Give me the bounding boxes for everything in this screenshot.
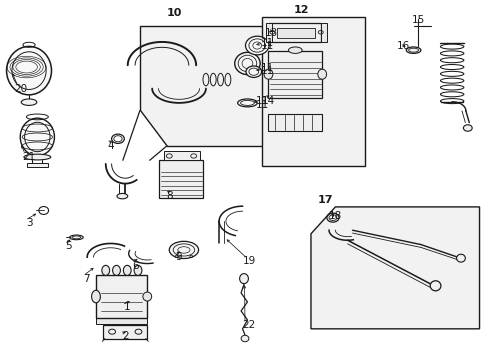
Text: 11: 11 [255,100,269,110]
Bar [96,275,147,318]
Ellipse shape [21,99,37,105]
Bar [270,23,321,42]
Ellipse shape [134,265,142,275]
Ellipse shape [6,46,51,95]
Bar [262,17,365,166]
Text: 12: 12 [294,5,309,15]
Text: 18: 18 [329,211,342,221]
Bar [164,151,199,160]
Text: 11: 11 [260,41,273,50]
Ellipse shape [143,292,152,301]
Text: 6: 6 [132,261,138,271]
Ellipse shape [240,274,248,284]
Text: 2: 2 [122,331,128,341]
Bar [26,163,48,167]
Text: 22: 22 [242,320,255,330]
Ellipse shape [289,47,302,53]
Text: 5: 5 [65,241,72,251]
Ellipse shape [102,265,110,275]
Text: 8: 8 [166,191,172,201]
Ellipse shape [24,154,51,160]
Ellipse shape [169,241,198,258]
Bar [277,28,315,39]
Ellipse shape [123,265,131,275]
Text: 11: 11 [260,38,273,48]
Polygon shape [311,207,480,329]
Text: 7: 7 [83,274,90,284]
Ellipse shape [430,281,441,291]
Text: 11: 11 [260,66,273,76]
Bar [266,23,272,42]
Text: 17: 17 [318,195,333,205]
Text: 1: 1 [123,302,130,312]
Bar [269,114,322,131]
Text: 14: 14 [261,96,274,106]
Bar [103,325,147,338]
Text: 11: 11 [255,96,269,106]
Polygon shape [140,26,289,146]
Ellipse shape [70,235,83,240]
Bar [321,23,327,42]
Ellipse shape [264,69,273,79]
Text: 4: 4 [107,141,114,151]
Ellipse shape [464,125,472,131]
Ellipse shape [241,335,249,342]
Text: 9: 9 [176,252,182,262]
Bar [159,160,203,198]
Bar [269,51,322,98]
Text: 16: 16 [397,41,411,50]
Text: 21: 21 [23,152,36,162]
Text: 20: 20 [15,84,28,94]
Text: 15: 15 [412,15,425,26]
Ellipse shape [113,265,121,275]
Ellipse shape [117,193,128,199]
Text: 13: 13 [265,28,278,38]
Ellipse shape [318,69,327,79]
Text: 19: 19 [243,256,256,266]
Ellipse shape [245,36,269,55]
Ellipse shape [406,47,421,53]
Ellipse shape [238,99,257,107]
Ellipse shape [457,254,465,262]
Text: 10: 10 [167,8,182,18]
Bar [96,318,147,324]
Text: 3: 3 [25,218,32,228]
Ellipse shape [235,52,260,75]
Text: 11: 11 [260,63,273,73]
Ellipse shape [20,118,54,156]
Ellipse shape [246,66,262,77]
Ellipse shape [92,290,100,303]
